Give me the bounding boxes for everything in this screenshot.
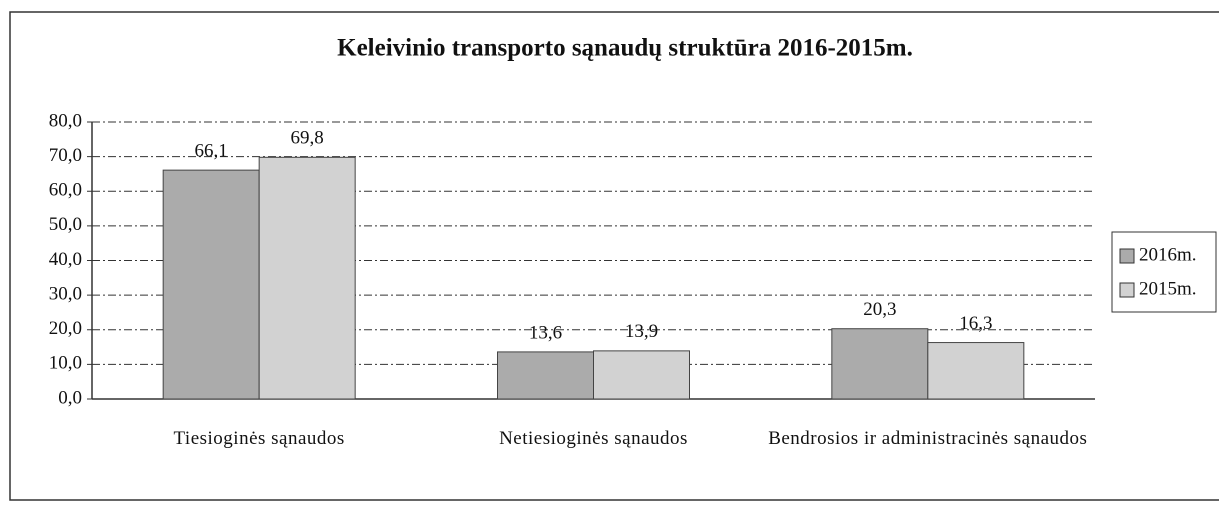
legend-swatch <box>1119 248 1135 264</box>
bar <box>497 351 594 400</box>
bar <box>162 169 260 400</box>
legend-label: 2015m. <box>1139 278 1197 299</box>
y-tick-label: 20,0 <box>49 318 82 339</box>
bar <box>831 328 929 400</box>
bar <box>593 350 690 400</box>
legend-label: 2016m. <box>1139 244 1197 265</box>
legend-swatch <box>1119 282 1135 298</box>
y-tick-label: 10,0 <box>49 353 82 374</box>
y-tick-label: 50,0 <box>49 214 82 235</box>
x-tick-label: Tiesioginės sąnaudos <box>173 428 345 449</box>
y-tick-label: 40,0 <box>49 249 82 270</box>
legend-box <box>1111 231 1217 313</box>
bar <box>927 342 1025 400</box>
x-tick-label: Bendrosios ir administracinės sąnaudos <box>768 428 1088 449</box>
y-tick-label: 70,0 <box>49 145 82 166</box>
y-tick-label: 30,0 <box>49 283 82 304</box>
data-label: 69,8 <box>291 128 324 149</box>
y-tick-label: 60,0 <box>49 180 82 201</box>
y-tick-label: 80,0 <box>49 110 82 131</box>
chart-title: Keleivinio transporto sąnaudų struktūra … <box>337 35 913 62</box>
x-tick-label: Netiesioginės sąnaudos <box>499 428 688 449</box>
data-label: 16,3 <box>959 313 992 334</box>
bar <box>258 156 356 400</box>
data-label: 13,6 <box>529 322 562 343</box>
data-label: 13,9 <box>625 321 658 342</box>
data-label: 20,3 <box>863 299 896 320</box>
data-label: 66,1 <box>195 140 228 161</box>
y-tick-label: 0,0 <box>58 387 82 408</box>
